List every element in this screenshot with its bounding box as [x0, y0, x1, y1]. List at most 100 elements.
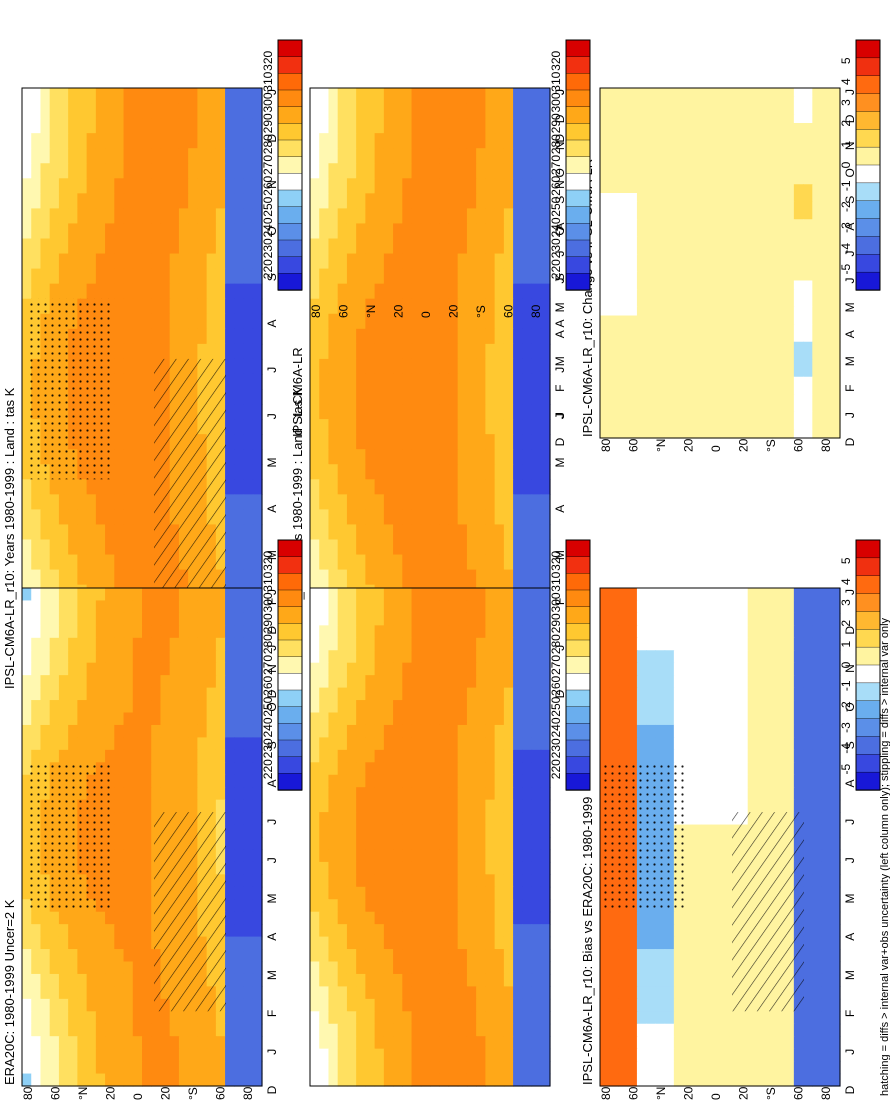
- heatmap-cell: [411, 1048, 422, 1062]
- heatmap-cell: [95, 924, 106, 938]
- heatmap-cell: [365, 799, 376, 813]
- heatmap-cell: [234, 1023, 245, 1037]
- heatmap-cell: [58, 612, 69, 626]
- heatmap-cell: [252, 268, 263, 285]
- heatmap-cell: [132, 936, 143, 950]
- heatmap-cell: [402, 986, 413, 1000]
- heatmap-cell: [383, 1023, 394, 1037]
- heatmap-cell: [812, 762, 823, 776]
- heatmap-cell: [40, 283, 51, 300]
- heatmap-cell: [466, 479, 477, 495]
- lat-tick-label: 0: [419, 311, 433, 318]
- heatmap-cell: [319, 961, 330, 975]
- heatmap-cell: [178, 268, 189, 285]
- heatmap-cell: [160, 662, 171, 676]
- heatmap-cell: [49, 911, 60, 925]
- heatmap-cell: [420, 936, 431, 950]
- heatmap-cell: [729, 687, 740, 701]
- heatmap-cell: [114, 886, 125, 900]
- heatmap-cell: [830, 662, 841, 676]
- heatmap-cell: [747, 675, 758, 689]
- heatmap-cell: [485, 787, 496, 801]
- heatmap-cell: [243, 861, 254, 875]
- heatmap-cell: [346, 799, 357, 813]
- heatmap-cell: [476, 569, 486, 586]
- heatmap-cell: [531, 328, 542, 345]
- heatmap-cell: [142, 449, 152, 465]
- heatmap-cell: [86, 986, 97, 1000]
- heatmap-cell: [775, 625, 786, 639]
- heatmap-cell: [494, 1073, 505, 1087]
- heatmap-cell: [346, 762, 357, 776]
- heatmap-cell: [476, 911, 486, 925]
- heatmap-cell: [485, 238, 496, 255]
- heatmap-cell: [337, 103, 348, 119]
- heatmap-cell: [466, 874, 477, 888]
- heatmap-cell: [393, 712, 403, 726]
- heatmap-cell: [123, 1048, 134, 1062]
- heatmap-cell: [374, 539, 385, 556]
- heatmap-cell: [337, 762, 348, 776]
- heatmap-cell: [365, 358, 376, 375]
- heatmap-cell: [31, 133, 42, 149]
- heatmap-cell: [328, 389, 339, 405]
- heatmap-cell: [420, 283, 431, 300]
- heatmap-cell: [513, 569, 523, 586]
- heatmap-cell: [476, 1023, 486, 1037]
- heatmap-cell: [756, 625, 767, 639]
- heatmap-cell: [664, 650, 675, 664]
- heatmap-cell: [540, 524, 551, 541]
- heatmap-cell: [439, 600, 450, 614]
- heatmap-cell: [252, 724, 263, 738]
- heatmap-cell: [540, 1061, 551, 1075]
- heatmap-cell: [411, 588, 422, 602]
- heatmap-cell: [701, 911, 712, 925]
- heatmap-cell: [485, 961, 496, 975]
- heatmap-cell: [105, 625, 115, 639]
- heatmap-cell: [830, 824, 841, 838]
- heatmap-cell: [206, 193, 217, 209]
- heatmap-cell: [68, 494, 78, 510]
- heatmap-cell: [383, 539, 394, 556]
- heatmap-cell: [830, 625, 841, 639]
- heatmap-cell: [365, 612, 376, 626]
- heatmap-cell: [365, 662, 376, 676]
- heatmap-cell: [439, 924, 450, 938]
- heatmap-cell: [430, 749, 440, 763]
- month-tick-label: S: [553, 196, 567, 204]
- heatmap-cell: [49, 625, 60, 639]
- heatmap-cell: [522, 1011, 533, 1025]
- heatmap-cell: [673, 687, 684, 701]
- heatmap-cell: [243, 419, 254, 435]
- heatmap-cell: [485, 1023, 496, 1037]
- heatmap-cell: [503, 1011, 514, 1025]
- heatmap-cell: [22, 238, 32, 255]
- heatmap-cell: [310, 700, 320, 714]
- heatmap-cell: [494, 479, 505, 495]
- heatmap-cell: [430, 389, 440, 405]
- heatmap-cell: [485, 223, 496, 240]
- heatmap-cell: [448, 837, 459, 851]
- heatmap-cell: [188, 268, 198, 285]
- heatmap-cell: [393, 328, 403, 345]
- heatmap-cell: [600, 924, 610, 938]
- heatmap-cell: [31, 998, 42, 1012]
- heatmap-cell: [439, 1011, 450, 1025]
- month-tick-label: A: [265, 319, 279, 327]
- heatmap-cell: [775, 762, 786, 776]
- heatmap-cell: [457, 1036, 468, 1050]
- heatmap-cell: [346, 509, 357, 526]
- heatmap-cell: [365, 343, 376, 360]
- heatmap-cell: [692, 712, 703, 726]
- heatmap-cell: [77, 569, 88, 586]
- heatmap-cell: [234, 1048, 245, 1062]
- heatmap-cell: [243, 949, 254, 963]
- heatmap-cell: [49, 675, 60, 689]
- heatmap-cell: [86, 554, 97, 571]
- heatmap-cell: [531, 774, 542, 788]
- heatmap-cell: [430, 824, 440, 838]
- heatmap-cell: [420, 569, 431, 586]
- heatmap-cell: [402, 238, 413, 255]
- heatmap-cell: [374, 163, 385, 179]
- heatmap-cell: [151, 328, 162, 345]
